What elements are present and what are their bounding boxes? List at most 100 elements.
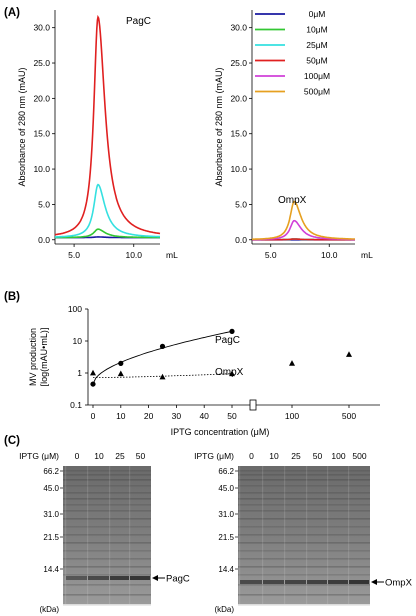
gel-band-row: [238, 470, 370, 472]
gel-band-row: [238, 584, 370, 586]
series-label-pagc: PagC: [215, 335, 240, 346]
chart-pagc-chromatogram: 0.0 5.0 10.0 15.0 20.0 25.0 30.0 5.0 10.0 mL Absor…: [17, 10, 178, 260]
lane-separator: [284, 466, 286, 604]
series-line: [54, 14, 161, 236]
gel-band-row: [238, 479, 370, 481]
ompx-point: [117, 370, 124, 377]
lane-separator: [65, 466, 67, 604]
iptg-label: IPTG (μM): [194, 451, 234, 461]
gel-band-row: [238, 534, 370, 536]
expression-band: [240, 580, 262, 584]
x-axis-label: mL: [361, 250, 373, 260]
x-tick-label: 40: [199, 411, 209, 421]
y-tick-label: 5.0: [38, 199, 50, 209]
lane-label: 10: [269, 451, 279, 461]
gel-ompx: IPTG (μM) 0 10 25 50 100 500 66.2 45.0 31.0 21.5 14…: [194, 451, 412, 614]
lane-separator: [348, 466, 350, 604]
mw-marker-label: 21.5: [43, 533, 59, 542]
gel-band-row: [238, 474, 370, 476]
lane-separator: [239, 466, 241, 604]
mw-marker-label: 66.2: [43, 467, 59, 476]
x-tick-label: 500: [342, 411, 356, 421]
mw-marker-label: 45.0: [218, 484, 234, 493]
band-arrow-head: [152, 575, 158, 581]
x-tick-label: 5.0: [265, 250, 277, 260]
ompx-point: [289, 360, 295, 366]
x-tick-label: 30: [172, 411, 182, 421]
mw-marker-label: 21.5: [218, 533, 234, 542]
gel-band-row: [63, 479, 151, 481]
mw-marker-label: 45.0: [43, 484, 59, 493]
gel-band-row: [63, 594, 151, 596]
series-line: [55, 228, 160, 239]
mw-units: (kDa): [214, 605, 234, 614]
legend-label: 500μM: [304, 87, 330, 97]
lane-label: 50: [313, 451, 323, 461]
gel-band-row: [63, 534, 151, 536]
y-tick-label: 10.0: [230, 164, 247, 174]
y-tick-label: 15.0: [230, 129, 247, 139]
series-label-ompx: OmpX: [215, 367, 244, 378]
pagc-point: [118, 360, 124, 366]
x-axis-label: mL: [166, 250, 178, 260]
y-tick-label: 100: [68, 304, 82, 314]
axis-break-marker: [249, 399, 257, 411]
x-tick-label: 0: [91, 411, 96, 421]
y-tick-label: 20.0: [230, 93, 247, 103]
legend-label: 100μM: [304, 71, 330, 81]
lane-separator: [327, 466, 329, 604]
x-tick-label: 50: [227, 411, 237, 421]
x-tick-label: 100: [285, 411, 299, 421]
gel-band-row: [63, 485, 151, 487]
lane-label: 50: [136, 451, 146, 461]
panel-b-label: (B): [4, 291, 20, 303]
y-tick-label: 0.0: [38, 235, 50, 245]
gel-band-row: [63, 474, 151, 476]
gel-band-row: [63, 526, 151, 528]
ompx-point: [90, 369, 96, 376]
chart-title: OmpX: [278, 195, 307, 206]
expression-band: [285, 580, 306, 584]
lane-separator: [87, 466, 89, 604]
mw-marker-label: 31.0: [218, 510, 234, 519]
expression-band: [307, 580, 327, 584]
gel-band-row: [238, 518, 370, 520]
y-tick-label: 25.0: [230, 58, 247, 68]
gel-band-row: [238, 485, 370, 487]
mw-marker-label: 66.2: [218, 467, 234, 476]
gel-band-row: [63, 542, 151, 544]
y-axis-label: MV production: [28, 328, 38, 386]
lane-separator: [109, 466, 111, 604]
y-tick-label: 0.1: [70, 400, 82, 410]
gel-band-row: [238, 542, 370, 544]
gel-band-row: [238, 604, 370, 606]
lane-label: 100: [331, 451, 345, 461]
lane-label: 0: [75, 451, 80, 461]
x-tick-label: 10.0: [125, 250, 142, 260]
series-line: [55, 183, 160, 238]
y-tick-label: 30.0: [33, 23, 50, 33]
iptg-label: IPTG (μM): [19, 451, 59, 461]
gel-band-row: [63, 550, 151, 552]
y-axis-label: Absorbance of 280 nm (mAU): [17, 67, 27, 186]
gel-band-row: [238, 594, 370, 596]
gel-band-row: [238, 498, 370, 500]
gel-band-row: [238, 550, 370, 552]
panel-a-label: (A): [4, 7, 20, 19]
series-line: [252, 200, 355, 240]
chart-ompx-chromatogram: 0.0 5.0 10.0 15.0 20.0 25.0 30.0 5.0 10.0 mL Absor…: [214, 9, 373, 260]
gel-band-row: [63, 604, 151, 606]
ompx-point: [346, 351, 352, 357]
x-tick-label: 20: [144, 411, 154, 421]
gel-pagc: IPTG (μM) 0 10 25 50 66.2 45.0 31.0 21.5 14.4 (kDa…: [19, 451, 190, 614]
pagc-point: [90, 381, 96, 387]
lane-label: 10: [94, 451, 104, 461]
lane-separator: [129, 466, 131, 604]
expression-band: [328, 580, 348, 584]
gel-band-row: [238, 526, 370, 528]
gel-band-row: [238, 574, 370, 576]
x-axis-label: IPTG concentration (μM): [171, 427, 270, 437]
lane-label: 25: [291, 451, 301, 461]
lane-separator: [306, 466, 308, 604]
